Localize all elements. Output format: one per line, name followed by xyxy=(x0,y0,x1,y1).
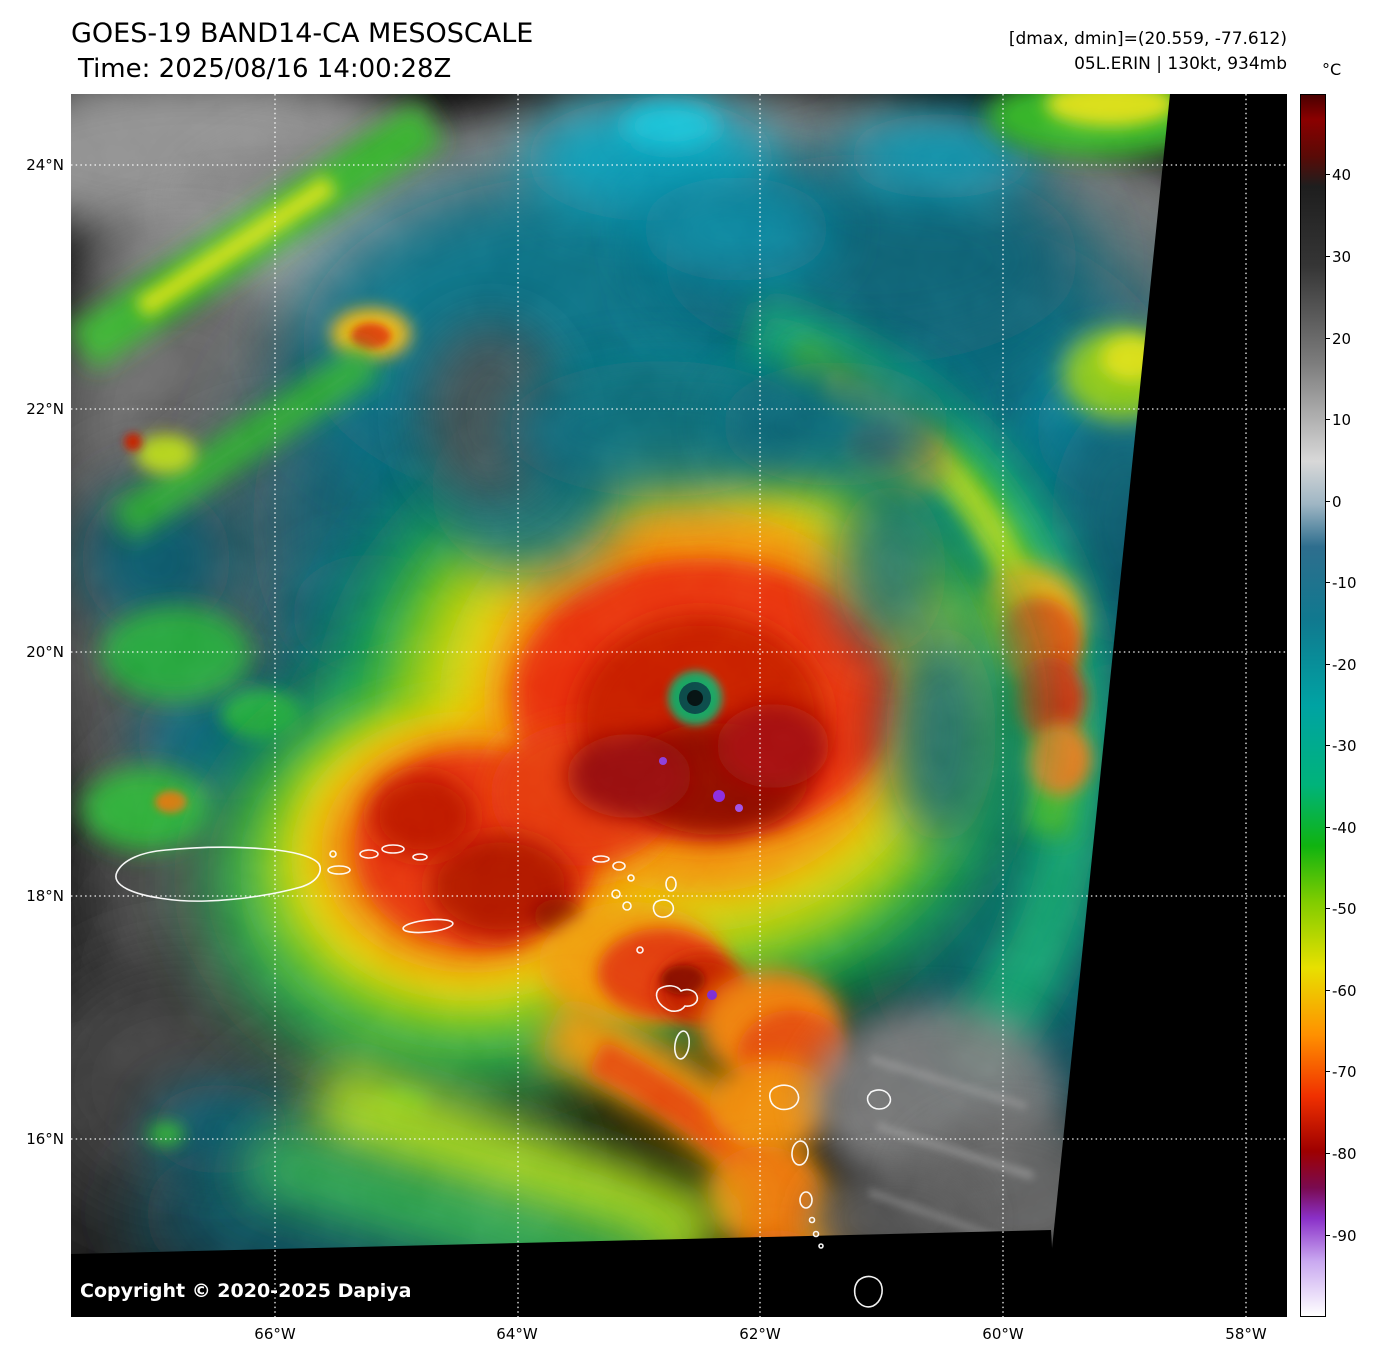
latlon-grid xyxy=(71,94,1287,1317)
lon-label-62w: 62°W xyxy=(739,1325,781,1343)
colorbar-tick-label: -40 xyxy=(1325,819,1380,837)
off-sector-black xyxy=(71,94,1287,1317)
satellite-image-panel: Copyright © 2020-2025 Dapiya xyxy=(71,94,1287,1317)
header-meta: [dmax, dmin]=(20.559, -77.612) 05L.ERIN … xyxy=(1009,27,1287,77)
colorbar-tick-label: 0 xyxy=(1325,493,1380,511)
dmax-dmin-readout: [dmax, dmin]=(20.559, -77.612) xyxy=(1008,29,1287,49)
colorbar-tick-label: -10 xyxy=(1325,574,1380,592)
colorbar-tick-label: -60 xyxy=(1325,982,1380,1000)
colorbar-tick-label: 10 xyxy=(1325,411,1380,429)
colorbar-tick-label: -50 xyxy=(1325,900,1380,918)
satellite-ir-image xyxy=(71,94,1287,1317)
lat-label-18n: 18°N xyxy=(26,887,64,905)
colorbar-tick-label: 30 xyxy=(1325,248,1380,266)
lat-label-24n: 24°N xyxy=(26,156,64,174)
colorbar-unit-label: °C xyxy=(1322,60,1342,79)
colorbar-tick-label: -70 xyxy=(1325,1063,1380,1081)
timestamp: Time: 2025/08/16 14:00:28Z xyxy=(78,54,452,84)
colorbar-gradient xyxy=(1300,94,1326,1317)
colorbar-tick-label: -30 xyxy=(1325,737,1380,755)
storm-info-readout: 05L.ERIN | 130kt, 934mb xyxy=(1074,54,1287,74)
page-title: GOES-19 BAND14-CA MESOSCALE xyxy=(71,18,534,49)
lat-label-20n: 20°N xyxy=(26,643,64,661)
lon-label-66w: 66°W xyxy=(254,1325,296,1343)
lon-label-58w: 58°W xyxy=(1225,1325,1267,1343)
coastlines xyxy=(115,844,892,1308)
lat-label-22n: 22°N xyxy=(26,400,64,418)
lat-label-16n: 16°N xyxy=(26,1130,64,1148)
colorbar-tick-label: 20 xyxy=(1325,330,1380,348)
lon-label-60w: 60°W xyxy=(982,1325,1024,1343)
lon-label-64w: 64°W xyxy=(496,1325,538,1343)
copyright-watermark: Copyright © 2020-2025 Dapiya xyxy=(80,1280,412,1302)
colorbar-tick-label: -80 xyxy=(1325,1145,1380,1163)
colorbar-tick-label: -90 xyxy=(1325,1227,1380,1245)
colorbar-tick-label: -20 xyxy=(1325,656,1380,674)
colorbar-tick-label: 40 xyxy=(1325,166,1380,184)
